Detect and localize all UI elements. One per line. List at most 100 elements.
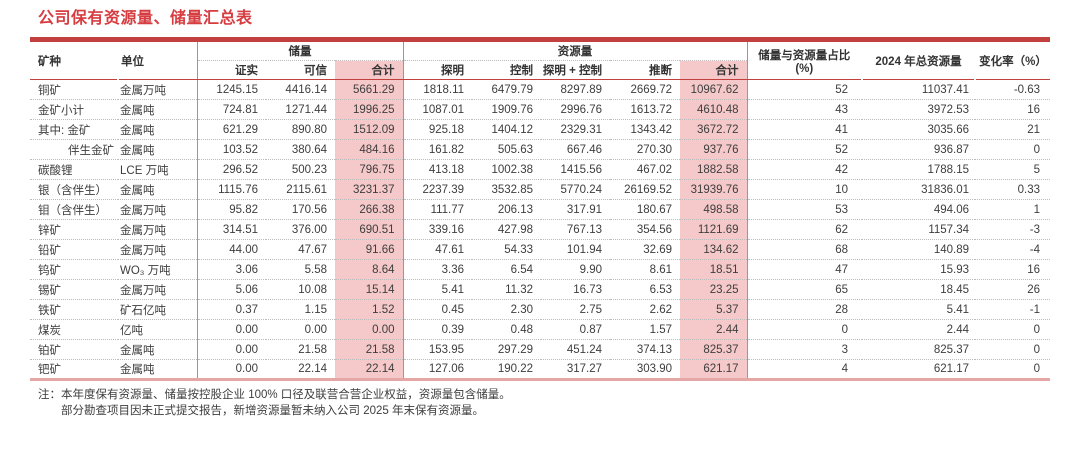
reserves-proved-cell: 296.52 xyxy=(196,159,266,180)
table-row: 铂矿 金属吨 0.00 21.58 21.58 153.95 297.29 45… xyxy=(30,339,1051,360)
resources-inferred-cell: 2669.72 xyxy=(610,79,681,100)
table-row: 金矿小计 金属吨 724.81 1271.44 1996.25 1087.01 … xyxy=(30,99,1051,120)
reserves-total-cell: 266.38 xyxy=(335,199,404,220)
reserves-probable-cell: 47.67 xyxy=(266,239,335,260)
mineral-cell: 其中: 金矿 xyxy=(30,119,118,140)
col-header-unit: 单位 xyxy=(117,37,197,80)
table-row: 铜矿 金属万吨 1245.15 4416.14 5661.29 1818.11 … xyxy=(30,79,1051,100)
reserves-probable-cell: 890.80 xyxy=(266,119,335,140)
col-group-reserves: 储量 xyxy=(196,37,404,61)
resources-measured-cell: 2237.39 xyxy=(402,179,473,200)
reserve-resource-ratio-cell: 52 xyxy=(746,79,863,100)
change-rate-cell: 0.33 xyxy=(975,179,1051,200)
col-header-resources-total: 合计 xyxy=(680,60,748,80)
resources-measured-cell: 413.18 xyxy=(402,159,473,180)
unit-cell: 金属吨 xyxy=(118,179,197,200)
resources-total-cell: 3672.72 xyxy=(680,119,748,140)
reserve-resource-ratio-cell: 53 xyxy=(746,199,863,220)
reserves-probable-cell: 21.58 xyxy=(266,339,335,360)
resources-indicated-cell: 297.29 xyxy=(472,339,542,360)
resources-inferred-cell: 270.30 xyxy=(610,139,681,160)
reserve-resource-ratio-cell: 42 xyxy=(746,159,863,180)
reserves-total-cell: 484.16 xyxy=(335,139,404,160)
resources-measured-cell: 3.36 xyxy=(402,259,473,280)
reserve-resource-ratio-cell: 52 xyxy=(746,139,863,160)
header-group-row: 矿种 单位 储量 资源量 储量与资源量占比 (%) 2024 年总资源量 变化率… xyxy=(30,37,1051,80)
total-2024-cell: 18.45 xyxy=(862,279,976,300)
resources-measured-indicated-cell: 317.27 xyxy=(541,359,611,381)
col-header-inferred: 推断 xyxy=(610,60,681,80)
reserve-resource-ratio-cell: 43 xyxy=(746,99,863,120)
change-rate-cell: -4 xyxy=(975,239,1051,260)
resources-measured-indicated-cell: 9.90 xyxy=(541,259,611,280)
reserves-probable-cell: 0.00 xyxy=(266,319,335,340)
col-header-probable: 可信 xyxy=(266,60,335,80)
resources-measured-cell: 339.16 xyxy=(402,219,473,240)
change-rate-cell: -0.63 xyxy=(975,79,1051,100)
resources-indicated-cell: 1002.38 xyxy=(472,159,542,180)
change-rate-cell: 16 xyxy=(975,259,1051,280)
resources-total-cell: 498.58 xyxy=(680,199,748,220)
reserves-total-cell: 1996.25 xyxy=(335,99,404,120)
total-2024-cell: 140.89 xyxy=(862,239,976,260)
col-header-change-rate: 变化率（%） xyxy=(974,37,1051,80)
reserves-proved-cell: 621.29 xyxy=(196,119,266,140)
col-header-measured: 探明 xyxy=(402,60,473,80)
resources-measured-cell: 1087.01 xyxy=(402,99,473,120)
change-rate-cell: 16 xyxy=(975,99,1051,120)
footnote-line-1: 注：本年度保有资源量、储量按控股企业 100% 口径及联营合营企业权益，资源量包… xyxy=(38,389,511,401)
reserves-total-cell: 3231.37 xyxy=(335,179,404,200)
resources-measured-indicated-cell: 16.73 xyxy=(541,279,611,300)
table-row: 碳酸锂 LCE 万吨 296.52 500.23 796.75 413.18 1… xyxy=(30,159,1051,180)
resources-inferred-cell: 180.67 xyxy=(610,199,681,220)
total-2024-cell: 3035.66 xyxy=(862,119,976,140)
change-rate-cell: -3 xyxy=(975,219,1051,240)
reserves-proved-cell: 95.82 xyxy=(196,199,266,220)
reserves-probable-cell: 1271.44 xyxy=(266,99,335,120)
reserves-total-cell: 21.58 xyxy=(335,339,404,360)
resources-total-cell: 134.62 xyxy=(680,239,748,260)
reserves-total-cell: 1512.09 xyxy=(335,119,404,140)
resources-measured-indicated-cell: 1415.56 xyxy=(541,159,611,180)
reserve-resource-ratio-cell: 47 xyxy=(746,259,863,280)
resources-total-cell: 1882.58 xyxy=(680,159,748,180)
col-header-mineral: 矿种 xyxy=(30,37,118,80)
resources-indicated-cell: 54.33 xyxy=(472,239,542,260)
resources-measured-indicated-cell: 5770.24 xyxy=(541,179,611,200)
resources-measured-cell: 0.45 xyxy=(402,299,473,320)
reserve-resource-ratio-cell: 10 xyxy=(746,179,863,200)
reserve-resource-ratio-cell: 3 xyxy=(746,339,863,360)
resources-total-cell: 10967.62 xyxy=(680,79,748,100)
resources-measured-cell: 925.18 xyxy=(402,119,473,140)
page-title: 公司保有资源量、储量汇总表 xyxy=(38,10,253,27)
col-header-indicated: 控制 xyxy=(472,60,542,80)
mineral-cell: 钨矿 xyxy=(30,259,118,280)
resources-measured-indicated-cell: 101.94 xyxy=(541,239,611,260)
mineral-cell: 钼（含伴生） xyxy=(30,199,118,220)
footnote-line-2: 部分勘查项目因未正式提交报告，新增资源量暂未纳入公司 2025 年末保有资源量。 xyxy=(61,405,484,417)
resources-total-cell: 825.37 xyxy=(680,339,748,360)
total-2024-cell: 1788.15 xyxy=(862,159,976,180)
resources-indicated-cell: 11.32 xyxy=(472,279,542,300)
reserves-probable-cell: 380.64 xyxy=(266,139,335,160)
reserves-proved-cell: 103.52 xyxy=(196,139,266,160)
reserves-proved-cell: 3.06 xyxy=(196,259,266,280)
reserves-proved-cell: 44.00 xyxy=(196,239,266,260)
table-row: 铁矿 矿石亿吨 0.37 1.15 1.52 0.45 2.30 2.75 2.… xyxy=(30,299,1051,320)
reserves-total-cell: 690.51 xyxy=(335,219,404,240)
mineral-cell: 锌矿 xyxy=(30,219,118,240)
resources-total-cell: 23.25 xyxy=(680,279,748,300)
resources-measured-indicated-cell: 317.91 xyxy=(541,199,611,220)
reserves-total-cell: 796.75 xyxy=(335,159,404,180)
table-row: 钨矿 WO₃ 万吨 3.06 5.58 8.64 3.36 6.54 9.90 … xyxy=(30,259,1051,280)
change-rate-cell: 26 xyxy=(975,279,1051,300)
resources-inferred-cell: 32.69 xyxy=(610,239,681,260)
resources-reserves-table: 矿种 单位 储量 资源量 储量与资源量占比 (%) 2024 年总资源量 变化率… xyxy=(30,37,1051,381)
resources-inferred-cell: 354.56 xyxy=(610,219,681,240)
resources-total-cell: 4610.48 xyxy=(680,99,748,120)
resources-indicated-cell: 6.54 xyxy=(472,259,542,280)
unit-cell: 金属万吨 xyxy=(118,279,197,300)
reserves-total-cell: 1.52 xyxy=(335,299,404,320)
table-body: 铜矿 金属万吨 1245.15 4416.14 5661.29 1818.11 … xyxy=(30,79,1051,381)
reserves-total-cell: 15.14 xyxy=(335,279,404,300)
